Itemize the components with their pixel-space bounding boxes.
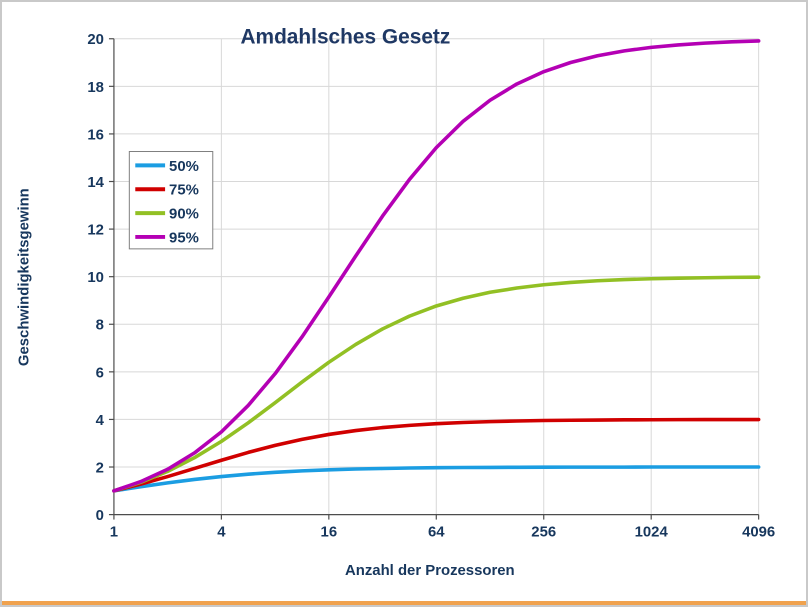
y-tick-label: 8 xyxy=(96,318,104,334)
legend-box xyxy=(128,151,214,250)
y-tick-label: 2 xyxy=(96,460,104,476)
x-tick-label: 256 xyxy=(531,524,556,540)
x-tick-label: 64 xyxy=(428,524,445,540)
y-tick-label: 18 xyxy=(87,80,104,96)
series-line-50% xyxy=(112,465,761,493)
series-line-95% xyxy=(112,39,761,493)
series-line-75% xyxy=(112,417,761,493)
y-tick-label: 0 xyxy=(96,508,104,524)
legend: 50% 75% 90% 95% xyxy=(128,151,214,250)
y-axis-title: Geschwindigkeitsgewinn xyxy=(16,188,32,366)
y-tick-label: 6 xyxy=(96,365,104,381)
legend-label: 75% xyxy=(169,183,199,199)
y-tick-label: 4 xyxy=(96,413,105,429)
legend-label: 95% xyxy=(169,230,199,246)
gridlines xyxy=(113,38,760,515)
x-tick-label: 1 xyxy=(110,524,118,540)
x-axis-title: Anzahl der Prozessoren xyxy=(345,563,515,579)
y-tick-label: 14 xyxy=(87,175,104,191)
y-tick-label: 10 xyxy=(87,270,104,286)
x-tick-label: 16 xyxy=(321,524,338,540)
legend-label: 50% xyxy=(169,159,199,175)
series-lines xyxy=(112,39,761,493)
y-tick-label: 12 xyxy=(87,223,104,239)
y-tick-label: 16 xyxy=(87,127,104,143)
chart-title: Amdahlsches Gesetz xyxy=(240,26,450,49)
legend-label: 90% xyxy=(169,207,199,223)
x-tick-label: 4096 xyxy=(742,524,775,540)
x-tick-label: 1024 xyxy=(635,524,669,540)
series-line-90% xyxy=(112,275,761,493)
y-tick-label: 20 xyxy=(87,32,104,48)
x-tick-label: 4 xyxy=(217,524,226,540)
bottom-accent-strip xyxy=(2,601,806,605)
